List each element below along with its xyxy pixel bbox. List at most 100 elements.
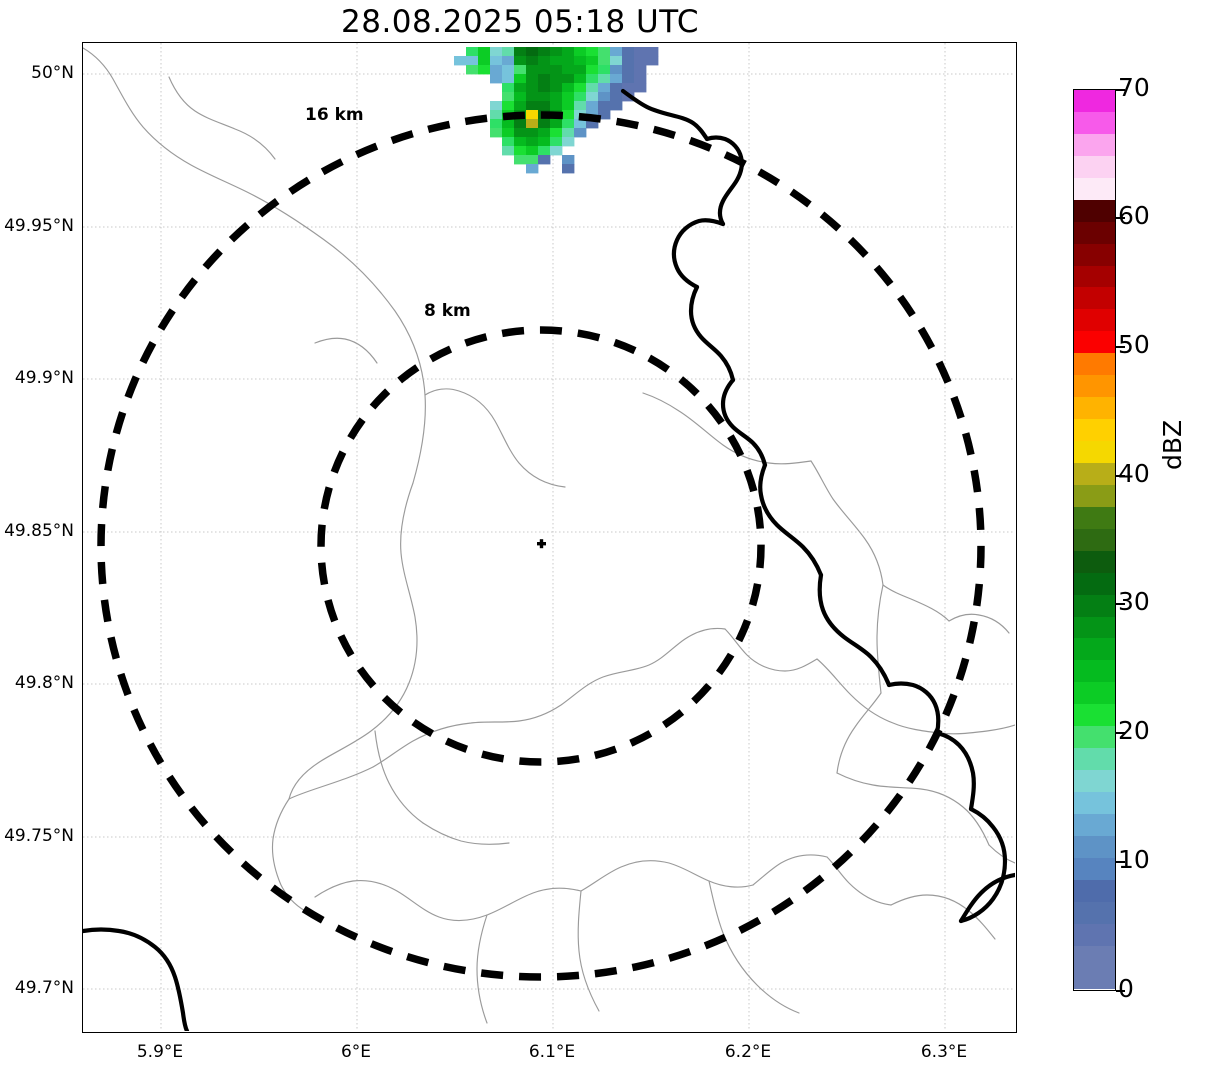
radar-echo-cell [526, 164, 539, 174]
radar-echo-cell [538, 74, 551, 84]
radar-echo-cell [526, 56, 539, 66]
radar-echo-cell [538, 119, 551, 129]
admin-boundaries [83, 47, 1015, 1024]
x-tick-label-0: 5.9°E [136, 1042, 184, 1062]
colorbar-band [1074, 287, 1115, 310]
radar-echo-cell [502, 47, 515, 57]
colorbar-band [1074, 682, 1115, 705]
radar-echo-cell [502, 65, 515, 75]
radar-echo-cell [622, 83, 635, 93]
radar-echo-cell [514, 74, 527, 84]
radar-echo-cell [490, 128, 503, 138]
radar-echo-cell [538, 101, 551, 111]
radar-echo-cell [538, 137, 551, 147]
radar-echo-cell [598, 47, 611, 57]
radar-echo-cell [526, 83, 539, 93]
y-tick-label-1: 49.95°N [4, 216, 74, 236]
radar-echo-cell [562, 101, 575, 111]
colorbar-tickmark-20 [1116, 732, 1125, 734]
colorbar-band [1074, 945, 1115, 968]
range-ring-label-8km: 8 km [424, 301, 471, 321]
radar-echo-cell [466, 56, 479, 66]
colorbar-band [1074, 375, 1115, 398]
colorbar-band [1074, 901, 1115, 924]
y-tick-label-0: 50°N [31, 63, 74, 83]
radar-echo-cell [490, 101, 503, 111]
radar-echo-cell [490, 47, 503, 57]
colorbar-band [1074, 90, 1115, 112]
colorbar[interactable] [1073, 89, 1116, 991]
radar-echo-cell [514, 155, 527, 165]
radar-echo-cell [634, 65, 647, 75]
radar-echo-cell [526, 128, 539, 138]
radar-echo-cell [502, 83, 515, 93]
radar-echo-cell [526, 65, 539, 75]
radar-echo-cell [526, 101, 539, 111]
colorbar-band [1074, 265, 1115, 288]
radar-echo-cell [454, 56, 467, 66]
colorbar-tickmark-60 [1116, 217, 1125, 219]
map-gridlines [83, 43, 1015, 1031]
colorbar-band [1074, 199, 1115, 222]
y-tick-label-5: 49.75°N [4, 826, 74, 846]
radar-echo-cell [574, 47, 587, 57]
radar-echo-cell [514, 128, 527, 138]
colorbar-tickmark-0 [1116, 990, 1125, 992]
radar-echo-cell [514, 119, 527, 129]
radar-echo-cell [538, 155, 551, 165]
radar-echo-cell [550, 119, 563, 129]
radar-echo-layer [454, 47, 659, 174]
range-ring-label-16km: 16 km [305, 105, 364, 125]
national-border [83, 88, 1015, 1031]
x-tick-label-4: 6.3°E [920, 1042, 968, 1062]
radar-echo-cell [574, 74, 587, 84]
radar-echo-cell [610, 47, 623, 57]
radar-echo-cell [562, 65, 575, 75]
radar-echo-cell [502, 137, 515, 147]
radar-echo-cell [598, 110, 611, 120]
radar-echo-cell [610, 65, 623, 75]
radar-echo-cell [562, 110, 575, 120]
radar-echo-cell [574, 56, 587, 66]
colorbar-band [1074, 331, 1115, 354]
colorbar-band [1074, 177, 1115, 200]
radar-echo-cell [598, 83, 611, 93]
colorbar-band [1074, 748, 1115, 771]
colorbar-tick-label-5: 50 [1118, 330, 1150, 359]
colorbar-tick-label-6: 60 [1118, 201, 1150, 230]
colorbar-band [1074, 441, 1115, 463]
x-tick-label-1: 6°E [340, 1042, 372, 1062]
radar-echo-cell [574, 92, 587, 102]
y-tick-label-2: 49.9°N [14, 368, 74, 388]
radar-echo-cell [526, 119, 539, 129]
colorbar-band [1074, 594, 1115, 617]
colorbar-band [1074, 770, 1115, 792]
colorbar-band [1074, 879, 1115, 902]
colorbar-tick-label-2: 20 [1118, 716, 1150, 745]
radar-map-axes: 16 km 8 km [82, 42, 1017, 1033]
radar-echo-cell [514, 56, 527, 66]
radar-echo-cell [550, 47, 563, 57]
colorbar-tick-label-7: 70 [1118, 73, 1150, 102]
colorbar-tickmark-40 [1116, 475, 1125, 477]
radar-echo-cell [586, 119, 599, 129]
radar-echo-cell [526, 92, 539, 102]
radar-echo-cell [526, 110, 539, 120]
colorbar-tickmark-30 [1116, 603, 1125, 605]
radar-echo-cell [598, 56, 611, 66]
radar-echo-cell [562, 56, 575, 66]
radar-echo-cell [538, 83, 551, 93]
radar-echo-cell [586, 92, 599, 102]
radar-echo-cell [514, 92, 527, 102]
colorbar-band [1074, 419, 1115, 441]
radar-echo-cell [622, 65, 635, 75]
radar-echo-cell [478, 47, 491, 57]
radar-echo-cell [610, 92, 623, 102]
radar-echo-cell [586, 47, 599, 57]
radar-echo-cell [550, 137, 563, 147]
colorbar-band [1074, 462, 1115, 485]
radar-center-marker [537, 539, 546, 549]
colorbar-band [1074, 528, 1115, 551]
colorbar-band [1074, 506, 1115, 529]
radar-echo-cell [502, 101, 515, 111]
